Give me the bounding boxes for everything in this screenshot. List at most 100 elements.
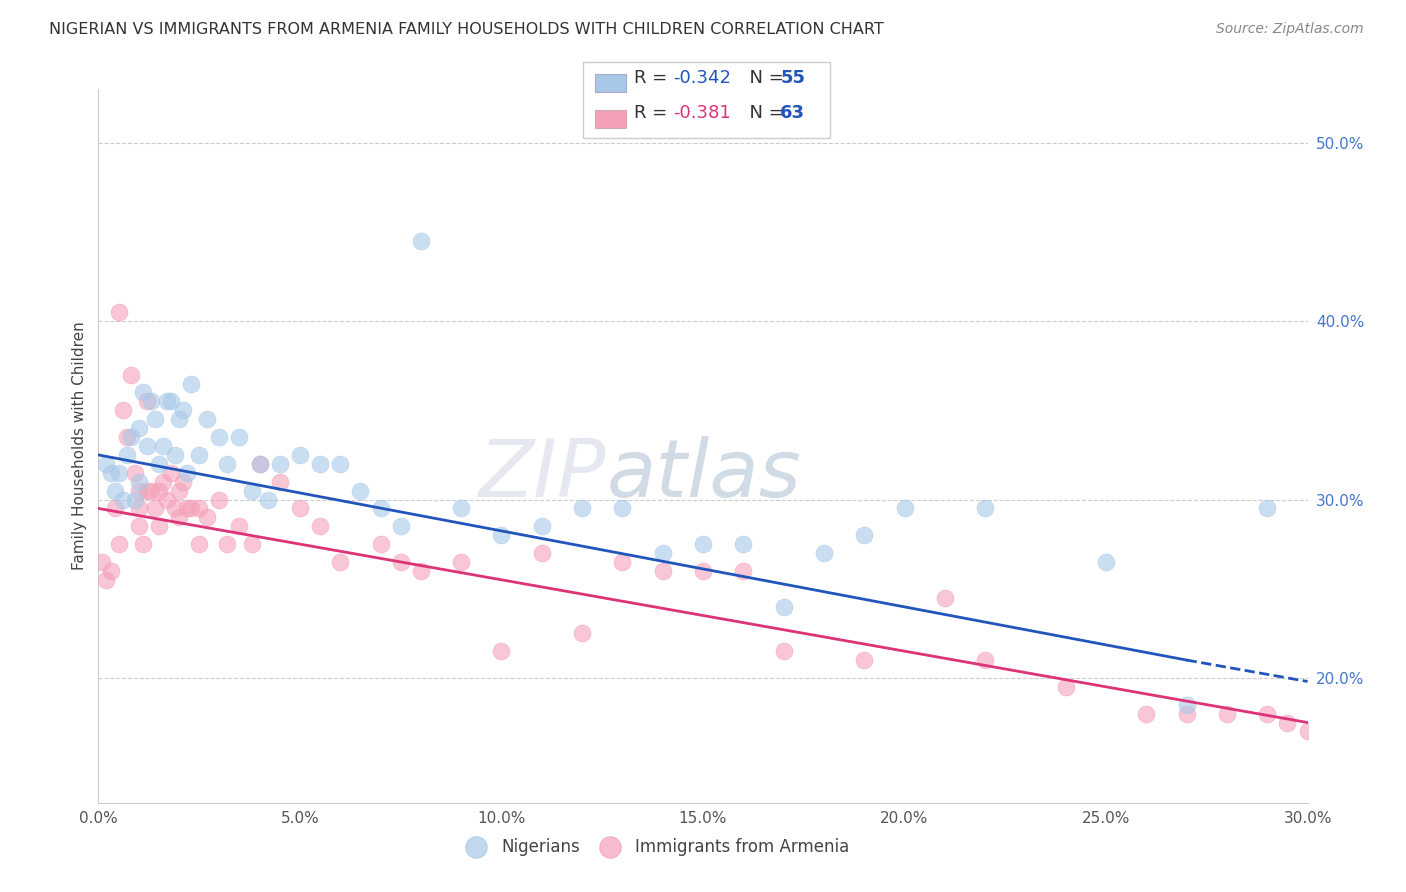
Point [733, 564, 755, 578]
Point [651, 546, 673, 560]
Point [180, 501, 202, 516]
Text: ZIP: ZIP [479, 435, 606, 514]
Point [256, 492, 278, 507]
Point [100, 466, 122, 480]
Point [96, 457, 118, 471]
Point [571, 626, 593, 640]
Point [530, 546, 553, 560]
Point [228, 519, 250, 533]
Point [530, 519, 553, 533]
Point [188, 448, 211, 462]
Point [103, 501, 125, 516]
Point [217, 457, 239, 471]
Point [132, 537, 155, 551]
Point [128, 483, 150, 498]
Point [934, 591, 956, 605]
Point [148, 457, 170, 471]
Point [853, 528, 876, 542]
Point [111, 403, 134, 417]
Point [176, 466, 198, 480]
Point [188, 537, 211, 551]
Point [309, 519, 332, 533]
Point [249, 457, 271, 471]
Point [1216, 706, 1239, 721]
Point [152, 475, 174, 489]
Point [1175, 698, 1198, 712]
Point [772, 599, 794, 614]
Point [1175, 706, 1198, 721]
Point [491, 644, 513, 658]
Point [143, 501, 166, 516]
Point [240, 483, 263, 498]
Point [160, 466, 183, 480]
Point [1256, 501, 1278, 516]
Point [128, 475, 150, 489]
Text: N =: N = [738, 69, 790, 87]
Point [167, 510, 190, 524]
Point [115, 430, 138, 444]
Text: 63: 63 [780, 104, 806, 122]
Point [1256, 706, 1278, 721]
Point [148, 519, 170, 533]
Point [128, 519, 150, 533]
Point [249, 457, 271, 471]
Y-axis label: Family Households with Children: Family Households with Children [72, 322, 87, 570]
Point [612, 501, 634, 516]
Point [139, 394, 162, 409]
Point [651, 564, 673, 578]
Point [491, 528, 513, 542]
Point [160, 394, 183, 409]
Point [853, 653, 876, 667]
Point [612, 555, 634, 569]
Text: 55: 55 [780, 69, 806, 87]
Point [167, 483, 190, 498]
Point [132, 385, 155, 400]
Point [228, 430, 250, 444]
Point [269, 457, 291, 471]
Point [217, 537, 239, 551]
Point [571, 501, 593, 516]
Point [409, 564, 432, 578]
Point [813, 546, 835, 560]
Point [269, 475, 291, 489]
Point [329, 457, 352, 471]
Point [124, 466, 146, 480]
Point [188, 501, 211, 516]
Point [135, 394, 157, 409]
Point [974, 501, 997, 516]
Text: N =: N = [738, 104, 790, 122]
Point [195, 412, 218, 426]
Point [96, 573, 118, 587]
Point [172, 403, 194, 417]
Point [135, 483, 157, 498]
Legend: Nigerians, Immigrants from Armenia: Nigerians, Immigrants from Armenia [453, 831, 856, 863]
Point [172, 475, 194, 489]
Point [208, 492, 231, 507]
Point [107, 305, 129, 319]
Point [1095, 555, 1118, 569]
Point [240, 537, 263, 551]
Point [128, 421, 150, 435]
Point [176, 501, 198, 516]
Point [692, 537, 714, 551]
Point [156, 394, 179, 409]
Point [107, 466, 129, 480]
Point [100, 564, 122, 578]
Point [1296, 724, 1319, 739]
Point [974, 653, 997, 667]
Point [120, 430, 142, 444]
Point [143, 412, 166, 426]
Point [288, 501, 311, 516]
Point [156, 492, 179, 507]
Point [103, 483, 125, 498]
Point [120, 368, 142, 382]
Point [163, 448, 186, 462]
Point [111, 492, 134, 507]
Text: NIGERIAN VS IMMIGRANTS FROM ARMENIA FAMILY HOUSEHOLDS WITH CHILDREN CORRELATION : NIGERIAN VS IMMIGRANTS FROM ARMENIA FAMI… [49, 22, 884, 37]
Point [329, 555, 352, 569]
Point [208, 430, 231, 444]
Text: atlas: atlas [606, 435, 801, 514]
Point [180, 376, 202, 391]
Point [309, 457, 332, 471]
Point [370, 501, 392, 516]
